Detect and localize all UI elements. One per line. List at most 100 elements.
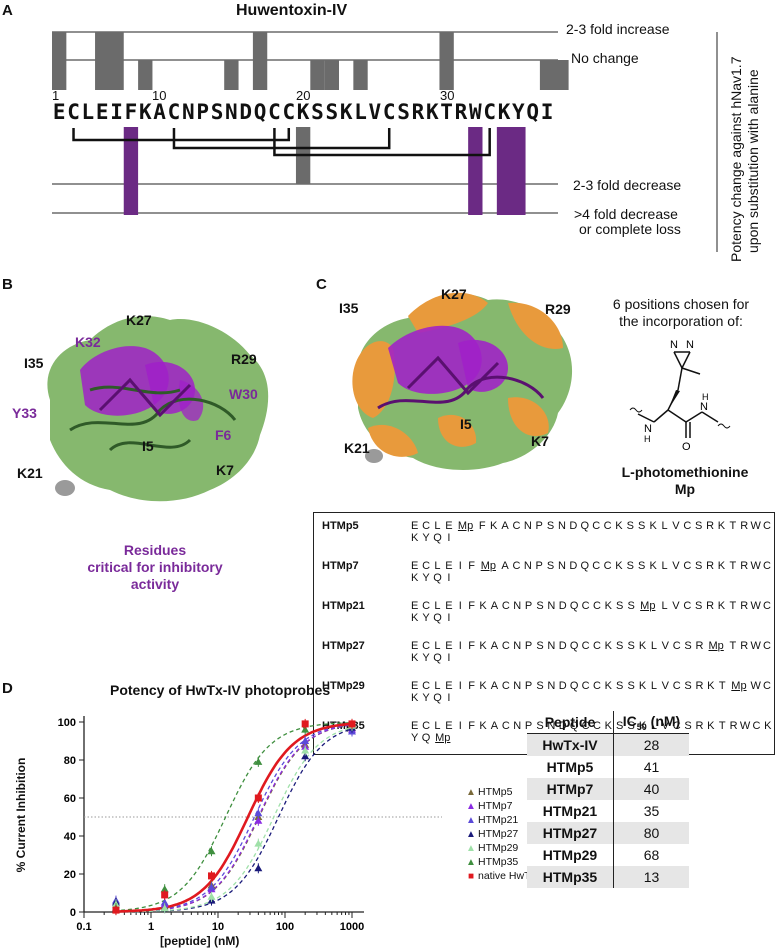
y-tick-label: 60 bbox=[64, 793, 76, 805]
svg-text:N: N bbox=[700, 401, 708, 413]
sequence-residue: C bbox=[763, 600, 771, 612]
sequence-residue: K bbox=[411, 572, 419, 584]
label-b-i35: I35 bbox=[24, 355, 44, 371]
sequence-residue: Q bbox=[433, 692, 442, 704]
sequence-residue: S bbox=[616, 640, 624, 652]
sequence-residue: A bbox=[490, 640, 499, 652]
sequence-residue: Q bbox=[433, 612, 442, 624]
pos-num-30: 30 bbox=[440, 88, 455, 103]
data-point bbox=[254, 794, 262, 802]
sequence-residue: K bbox=[615, 520, 623, 532]
sequence-residue: I bbox=[458, 640, 462, 652]
legend-entry: ▲ HTMp7 bbox=[464, 800, 512, 813]
label-c-k27: K27 bbox=[441, 286, 467, 302]
sequence-residue: C bbox=[763, 680, 771, 692]
residue-16: C bbox=[268, 100, 281, 124]
sequence-residue: K bbox=[649, 520, 657, 532]
residue-10: N bbox=[181, 100, 195, 124]
residue-6: F bbox=[124, 100, 138, 124]
residue-30: W bbox=[468, 100, 482, 124]
photomethionine-residue: Mp bbox=[480, 560, 496, 572]
fit-curve bbox=[114, 723, 353, 913]
sequence-residue: N bbox=[547, 640, 556, 652]
residue-21: K bbox=[339, 100, 353, 124]
level-decrease: 2-3 fold decrease bbox=[573, 177, 682, 193]
ic50-row: HTMp29 68 bbox=[527, 844, 689, 866]
sequence-residue: Q bbox=[433, 532, 442, 544]
residue-25: S bbox=[397, 100, 410, 124]
data-point bbox=[254, 757, 263, 765]
legend-entry: ▲ HTMp35 bbox=[464, 856, 518, 869]
level-no-change: No change bbox=[571, 50, 639, 66]
data-point bbox=[207, 892, 216, 900]
residue-14: D bbox=[239, 100, 253, 124]
legend-entry: ▲ HTMp29 bbox=[464, 842, 518, 855]
sequence-row: HTMp29 E C L E I F K A C N P S N D Q C C K S S K L V C S R K T Mp W CK Y… bbox=[314, 680, 774, 704]
data-point bbox=[301, 752, 310, 760]
residue-7: K bbox=[138, 100, 152, 124]
sequence-residue: S bbox=[684, 680, 692, 692]
sequence-residue: S bbox=[627, 680, 635, 692]
sequence-residue: P bbox=[524, 680, 533, 692]
residue-35: I bbox=[540, 100, 554, 124]
legend-label: HTMp21 bbox=[478, 814, 519, 826]
sequence-residue: C bbox=[501, 720, 510, 732]
sequence-residue: S bbox=[638, 520, 646, 532]
disulfide-c9-c24 bbox=[172, 128, 391, 150]
sequence-residue: C bbox=[752, 720, 761, 732]
sequence-residues: E C L E Mp F K A C N P S N D Q C C K S S K L V C S R K T R W CK Y Q I bbox=[409, 520, 774, 544]
sequence-residue: C bbox=[763, 640, 771, 652]
sequence-residue: V bbox=[661, 680, 669, 692]
bar-nochange-19 bbox=[310, 60, 325, 90]
residue-23: V bbox=[368, 100, 382, 124]
ic50-header-peptide: Peptide bbox=[527, 711, 614, 734]
sequence-residue: I bbox=[447, 652, 451, 664]
sequence-residue: D bbox=[558, 600, 567, 612]
residue-27: K bbox=[425, 100, 439, 124]
sequence-residue: S bbox=[536, 600, 544, 612]
sequence-residue: L bbox=[650, 680, 657, 692]
sequence-residue: S bbox=[684, 640, 692, 652]
label-b-i5: I5 bbox=[142, 438, 154, 454]
sequence-residue: E bbox=[445, 640, 453, 652]
sequence-residue: S bbox=[536, 680, 544, 692]
sequence-residue: S bbox=[616, 680, 624, 692]
sequence-residues: E C L E I F Mp A C N P S N D Q C C K S S K L V C S R K T R W CK Y Q I bbox=[409, 560, 774, 584]
sequence-residue: K bbox=[649, 560, 657, 572]
sequence-residue: E bbox=[445, 720, 453, 732]
ic50-table: Peptide IC50 (nM) HwTx-IV 28 HTMp5 41 HTMp7 4… bbox=[527, 711, 689, 888]
photomethionine-residue: Mp bbox=[457, 520, 474, 532]
sequence-residue: K bbox=[717, 520, 726, 532]
data-point bbox=[301, 737, 310, 744]
sequence-residue: D bbox=[569, 520, 578, 532]
residue-22: L bbox=[354, 100, 367, 124]
sequence-residue: S bbox=[546, 520, 555, 532]
sequence-residue: Y bbox=[411, 732, 419, 744]
sequence-residue: C bbox=[592, 600, 601, 612]
sequence-residue: K bbox=[411, 532, 419, 544]
sequence-residue: Q bbox=[433, 652, 442, 664]
sequence-residue: Y bbox=[422, 692, 430, 704]
sequence-residue: L bbox=[661, 600, 668, 612]
residue-15: Q bbox=[253, 100, 267, 124]
data-point bbox=[254, 816, 263, 824]
ic50-row: HTMp27 80 bbox=[527, 822, 689, 844]
sequence-residue: A bbox=[490, 720, 499, 732]
ic50-row: HTMp21 35 bbox=[527, 800, 689, 822]
residue-1: E bbox=[52, 100, 66, 124]
photomethionine-residue: Mp bbox=[708, 640, 724, 652]
ic50-row: HwTx-IV 28 bbox=[527, 733, 689, 756]
sequence-residue: F bbox=[468, 640, 476, 652]
legend-entry: ▲ HTMp5 bbox=[464, 786, 512, 799]
sequence-residue: N bbox=[558, 520, 566, 532]
sequence-residue: N bbox=[513, 640, 522, 652]
sequence-residue: S bbox=[626, 520, 634, 532]
sequence-residue: C bbox=[603, 560, 612, 572]
sequence-residue: F bbox=[478, 520, 486, 532]
structure-b-image bbox=[47, 316, 269, 502]
legend-marker-icon: ■ bbox=[467, 871, 475, 882]
sequence-residue: R bbox=[706, 520, 715, 532]
sequence-residue: S bbox=[695, 560, 703, 572]
residue-17: C bbox=[282, 100, 296, 124]
sequence-residue: E bbox=[411, 600, 419, 612]
